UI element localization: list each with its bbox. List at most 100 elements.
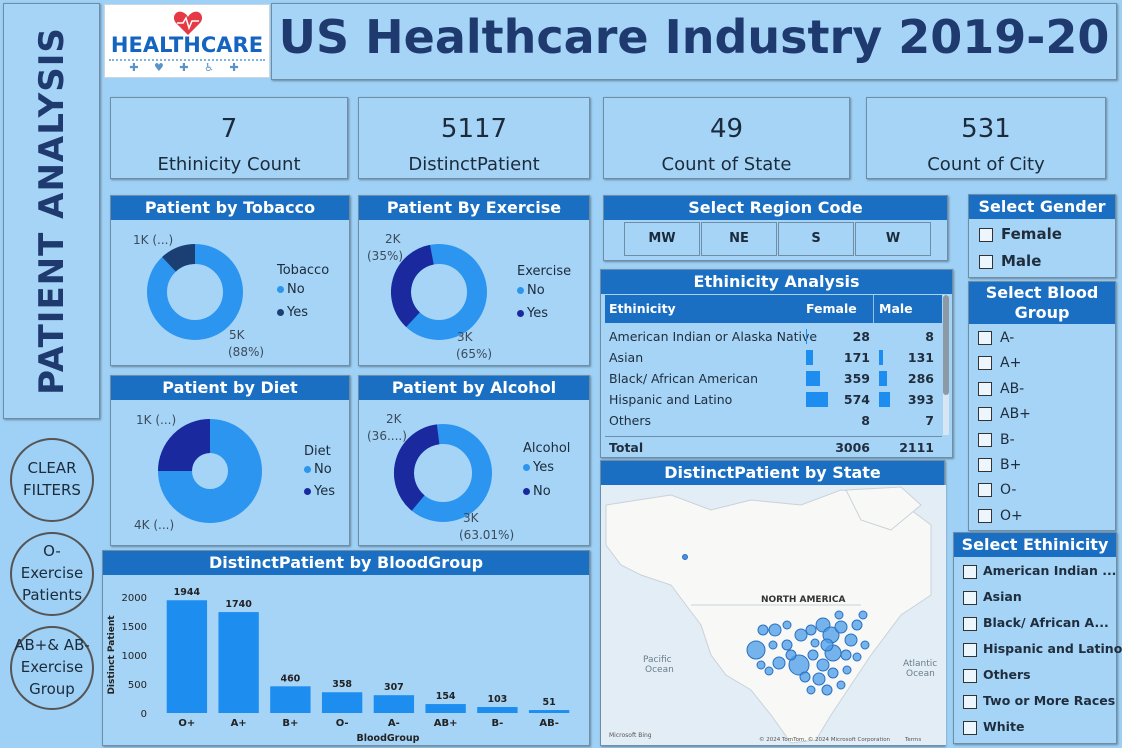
checkbox[interactable] [978, 381, 992, 396]
donut-slice-yes[interactable] [162, 244, 196, 272]
map-bubble[interactable] [788, 654, 810, 676]
checkbox[interactable] [978, 508, 992, 523]
legend-item-no[interactable]: No [523, 484, 551, 499]
map-bubble[interactable] [782, 620, 792, 630]
bloodgroup-option[interactable]: O- [978, 482, 1016, 498]
gender-option-male[interactable]: Male [979, 252, 1041, 270]
bar-a-minus[interactable] [373, 695, 415, 713]
map-bubble[interactable] [799, 671, 811, 683]
donut-slice-yes[interactable] [391, 244, 435, 327]
donut-slice-no[interactable] [147, 244, 243, 340]
ethnicity-option[interactable]: Two or More Races [963, 693, 1115, 709]
gender-option-female[interactable]: Female [979, 225, 1062, 243]
checkbox[interactable] [978, 458, 992, 472]
bloodgroup-option[interactable]: A+ [978, 355, 1021, 371]
ethnicity-option[interactable]: Hispanic and Latino [963, 641, 1122, 657]
map-bubble[interactable] [812, 672, 826, 686]
bar-b-minusplus[interactable] [270, 686, 311, 713]
map-bubble[interactable] [768, 623, 782, 637]
o-minus-exercise-button[interactable]: O- Exercise Patients [10, 532, 94, 616]
bar-b-minus[interactable] [477, 707, 518, 713]
map-bubble[interactable] [816, 658, 830, 672]
bar-o-minusplus[interactable] [166, 600, 208, 713]
map-terms-link[interactable]: Terms [904, 737, 921, 743]
bloodgroup-option[interactable]: AB- [978, 381, 1024, 397]
map-bubble[interactable] [834, 620, 848, 634]
map-bubbles[interactable] [746, 610, 870, 696]
map-bubble[interactable] [840, 649, 852, 661]
map-bubble[interactable] [810, 638, 820, 648]
table-row[interactable]: Hispanic and Latino 574 393 [605, 389, 942, 410]
bar-ab-minus[interactable] [528, 710, 570, 713]
map-bubble[interactable] [851, 619, 863, 631]
map-bubble[interactable] [746, 640, 766, 660]
ethnicity-option[interactable]: American Indian ... [963, 563, 1116, 579]
map-bubble[interactable] [836, 680, 846, 690]
legend-item-yes[interactable]: Yes [517, 306, 548, 321]
legend-item-no[interactable]: No [304, 462, 332, 477]
us-bubble-map[interactable]: NORTH AMERICA Pacific Ocean Atlantic Oce… [601, 485, 946, 745]
bloodgroup-option[interactable]: B- [978, 432, 1015, 448]
region-button-w[interactable]: W [855, 222, 931, 256]
map-bubble[interactable] [834, 610, 844, 620]
checkbox[interactable] [963, 590, 977, 605]
map-bubble[interactable] [756, 660, 766, 670]
alcohol-donut-chart[interactable] [393, 423, 493, 523]
map-bubble[interactable] [768, 640, 778, 650]
bar-o-minus[interactable] [321, 692, 363, 713]
checkbox[interactable] [963, 668, 977, 683]
ethnicity-option[interactable]: White [963, 719, 1024, 735]
map-bubble[interactable] [794, 628, 808, 642]
checkbox[interactable] [978, 331, 992, 345]
table-row[interactable]: Others 8 7 [605, 410, 942, 431]
bloodgroup-option[interactable]: AB+ [978, 406, 1031, 422]
ethnicity-option[interactable]: Asian [963, 589, 1022, 605]
checkbox[interactable] [963, 564, 977, 579]
region-button-s[interactable]: S [778, 222, 854, 256]
checkbox[interactable] [978, 407, 992, 422]
bloodgroup-option[interactable]: O+ [978, 508, 1023, 524]
legend-item-no[interactable]: No [277, 282, 305, 297]
checkbox[interactable] [979, 254, 993, 269]
table-scrollbar-thumb[interactable] [943, 295, 949, 395]
map-bubble[interactable] [852, 652, 862, 662]
col-header-ethnicity[interactable]: Ethinicity [609, 301, 676, 316]
map-bubble[interactable] [785, 649, 797, 661]
legend-item-no[interactable]: No [517, 283, 545, 298]
checkbox[interactable] [963, 720, 977, 735]
map-bubble[interactable] [781, 639, 793, 651]
checkbox[interactable] [963, 616, 977, 631]
map-bubble[interactable] [764, 666, 774, 676]
bar-ab-minusplus[interactable] [425, 704, 466, 713]
checkbox[interactable] [979, 227, 993, 242]
bar-a-minusplus[interactable] [218, 612, 259, 713]
map-bubble[interactable] [682, 554, 688, 560]
col-header-female[interactable]: Female [806, 301, 857, 316]
checkbox[interactable] [963, 642, 977, 657]
legend-item-yes[interactable]: Yes [304, 484, 335, 499]
map-bubble[interactable] [806, 685, 816, 695]
map-bubble[interactable] [820, 638, 834, 652]
table-row[interactable]: American Indian or Alaska Native 28 8 [605, 326, 942, 347]
table-row[interactable]: Asian 171 131 [605, 347, 942, 368]
tobacco-donut-chart[interactable] [147, 244, 243, 340]
donut-slice-yes[interactable] [158, 419, 212, 473]
map-bubble[interactable] [805, 624, 817, 636]
bloodgroup-option[interactable]: B+ [978, 457, 1021, 473]
map-bubble[interactable] [844, 633, 858, 647]
map-bubble[interactable] [807, 649, 819, 661]
checkbox[interactable] [963, 694, 977, 709]
map-bubble[interactable] [772, 656, 786, 670]
bloodgroup-bar-chart[interactable]: 0 500 1000 1500 2000 Distinct Patient 1944 O+ 17… [103, 575, 591, 745]
map-bubble[interactable] [821, 684, 833, 696]
clear-filters-button[interactable]: CLEAR FILTERS [10, 438, 94, 522]
region-button-ne[interactable]: NE [701, 222, 777, 256]
checkbox[interactable] [978, 356, 992, 371]
map-bubble[interactable] [860, 640, 870, 650]
map-bubble[interactable] [842, 665, 852, 675]
legend-item-yes[interactable]: Yes [523, 460, 554, 475]
legend-item-yes[interactable]: Yes [277, 305, 308, 320]
ab-exercise-group-button[interactable]: AB+& AB- Exercise Group [10, 626, 94, 710]
exercise-donut-chart[interactable] [391, 244, 487, 340]
checkbox[interactable] [978, 483, 992, 498]
